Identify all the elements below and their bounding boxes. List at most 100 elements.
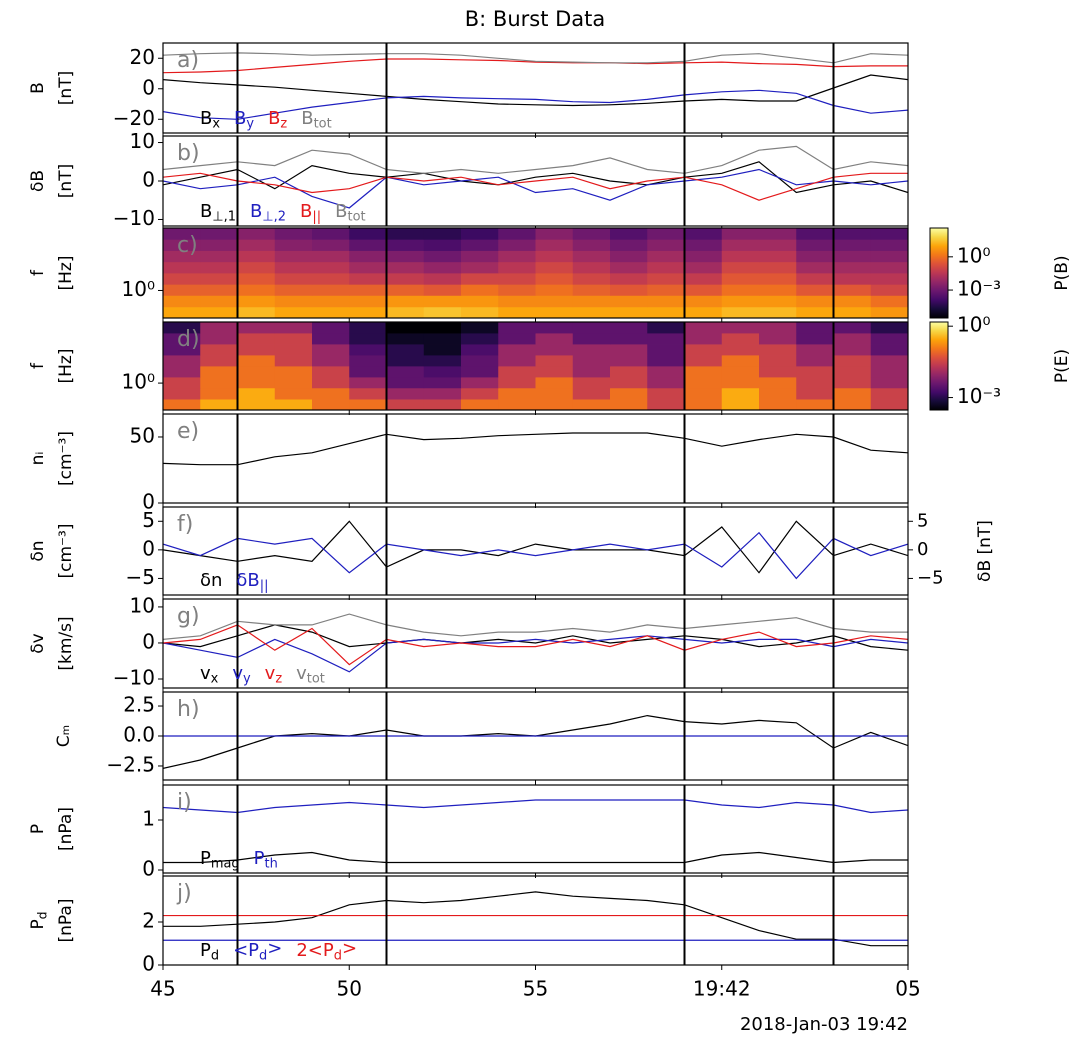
- heatmap-cell: [684, 344, 723, 356]
- heatmap-cell: [200, 306, 238, 319]
- heatmap-cell: [461, 228, 499, 240]
- heatmap-cell: [163, 377, 201, 389]
- legend-entry: vx: [200, 663, 219, 686]
- heatmap-cell: [237, 377, 276, 389]
- panel-label: a): [177, 48, 199, 73]
- panel-label: i): [177, 790, 192, 815]
- heatmap-cell: [870, 306, 909, 319]
- text-subscript: z: [275, 671, 282, 686]
- heatmap-cell: [833, 228, 872, 240]
- legend-entry: vtot: [296, 663, 325, 686]
- panel-label: h): [177, 697, 200, 722]
- legend-entry: Btot: [335, 201, 365, 224]
- heatmap-cell: [461, 261, 499, 274]
- heatmap-cell: [274, 261, 313, 274]
- heatmap-cell: [349, 272, 387, 285]
- heatmap-cell: [647, 344, 685, 356]
- text-part: <P: [233, 940, 259, 961]
- text-part: B: [300, 201, 312, 222]
- series-line: [163, 89, 908, 120]
- axes-frame: [162, 413, 909, 504]
- heatmap-cell: [386, 228, 425, 240]
- heatmap-cell: [870, 355, 909, 367]
- legend-entry: By: [234, 108, 254, 131]
- heatmap-cell: [423, 387, 462, 400]
- heatmap-cell: [535, 344, 574, 356]
- heatmap-cell: [610, 295, 648, 308]
- y-axis-label: f: [28, 362, 48, 369]
- heatmap-cell: [461, 239, 499, 251]
- legend-entry: Pth: [254, 848, 278, 871]
- heatmap-cell: [870, 399, 909, 411]
- x-tick-label: 45: [150, 977, 175, 1001]
- heatmap-cell: [163, 261, 201, 274]
- y-tick-label: 10⁰: [122, 277, 155, 301]
- text-part: B: [200, 108, 212, 129]
- y-tick-label: −10: [113, 206, 155, 230]
- heatmap-cell: [237, 306, 276, 319]
- heatmap-cell: [796, 284, 834, 296]
- heatmap-cell: [572, 284, 611, 296]
- heatmap-cell: [200, 239, 238, 251]
- y-tick-label: 0: [142, 536, 155, 560]
- heatmap-cell: [535, 387, 574, 400]
- text-subscript: x: [212, 116, 220, 131]
- y-tick-label: 10⁰: [122, 370, 155, 394]
- heatmap-cell: [759, 344, 797, 356]
- heatmap-cell: [498, 295, 536, 308]
- heatmap-cell: [498, 333, 536, 345]
- heatmap-cell: [684, 261, 723, 274]
- heatmap-cell: [423, 272, 462, 285]
- heatmap-cell: [498, 272, 536, 285]
- heatmap-cell: [274, 306, 313, 319]
- legend-entry: Bx: [200, 108, 220, 131]
- y-tick-label: 1: [142, 807, 155, 831]
- y-axis-label: [nT]: [56, 164, 76, 198]
- heatmap-cell: [535, 295, 574, 308]
- heatmap-cell: [759, 322, 797, 334]
- heatmap-cell: [349, 250, 387, 263]
- heatmap-cell: [386, 387, 425, 400]
- series-line: [163, 891, 908, 947]
- series-line: [163, 624, 908, 666]
- heatmap-cell: [535, 284, 574, 296]
- heatmap-cell: [647, 355, 685, 367]
- heatmap-cell: [833, 355, 872, 367]
- heatmap-cell: [535, 365, 574, 378]
- heatmap-cell: [498, 228, 536, 240]
- heatmap-cell: [535, 377, 574, 389]
- text-part: P: [254, 848, 265, 869]
- y-axis-label: [Hz]: [56, 349, 76, 384]
- series-line: [163, 172, 908, 201]
- heatmap-cell: [423, 284, 462, 296]
- heatmap-cell: [684, 250, 723, 263]
- heatmap-cell: [312, 387, 350, 400]
- heatmap-cell: [200, 250, 238, 263]
- heatmap-cell: [349, 365, 387, 378]
- heatmap-cell: [684, 306, 723, 319]
- heatmap-cell: [386, 295, 425, 308]
- legend-entry: Pd: [200, 940, 219, 963]
- y-tick-label: −5: [126, 565, 155, 589]
- colorbar-label: P(B): [1052, 255, 1072, 290]
- y-tick-label: 5: [142, 508, 155, 532]
- heatmap-cell: [274, 377, 313, 389]
- heatmap-cell: [759, 284, 797, 296]
- heatmap-cell: [349, 284, 387, 296]
- y-tick-label: 2.5: [123, 693, 155, 717]
- heatmap-cell: [498, 250, 536, 263]
- heatmap-cell: [647, 365, 685, 378]
- heatmap-cell: [610, 377, 648, 389]
- heatmap-cell: [423, 344, 462, 356]
- heatmap-cell: [721, 250, 760, 263]
- heatmap-cell: [163, 295, 201, 308]
- heatmap-cell: [498, 306, 536, 319]
- y-tick-label: 10: [130, 129, 155, 153]
- heatmap-cell: [833, 239, 872, 251]
- heatmap-cell: [610, 387, 648, 400]
- axes-frame: [162, 506, 909, 596]
- heatmap-cell: [423, 239, 462, 251]
- heatmap-cell: [312, 399, 350, 411]
- heatmap-cell: [349, 228, 387, 240]
- heatmap-cell: [721, 228, 760, 240]
